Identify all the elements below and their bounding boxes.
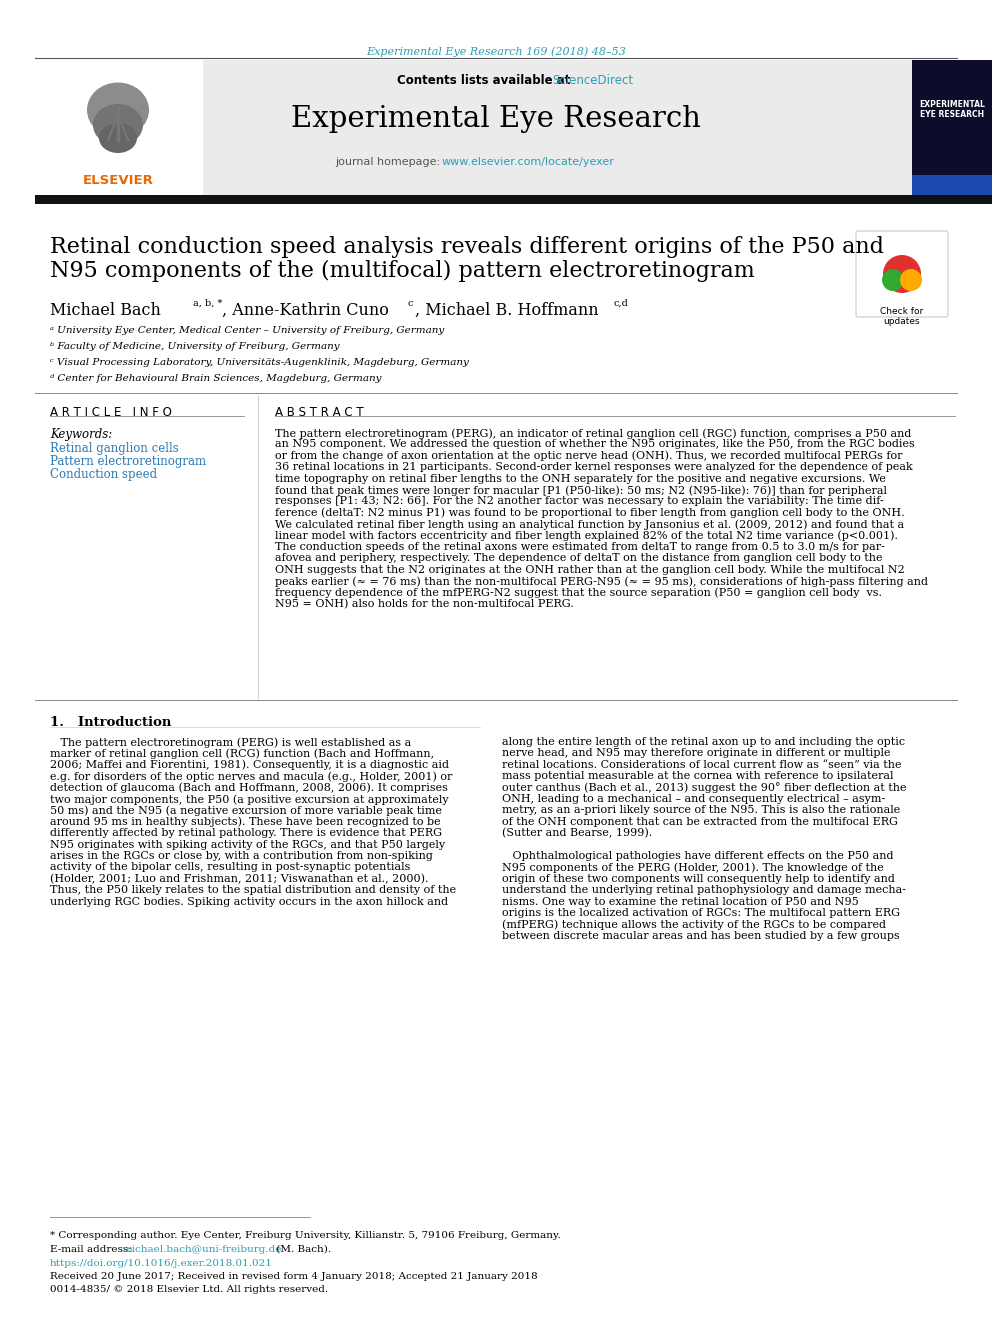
Text: retinal locations. Considerations of local current flow as “seen” via the: retinal locations. Considerations of loc… <box>502 759 902 770</box>
Text: michael.bach@uni-freiburg.de: michael.bach@uni-freiburg.de <box>123 1245 283 1254</box>
Text: https://doi.org/10.1016/j.exer.2018.01.021: https://doi.org/10.1016/j.exer.2018.01.0… <box>50 1259 273 1267</box>
Text: 1.   Introduction: 1. Introduction <box>50 716 172 729</box>
Text: or from the change of axon orientation at the optic nerve head (ONH). Thus, we r: or from the change of axon orientation a… <box>275 451 903 462</box>
Text: a, b, *: a, b, * <box>193 299 222 308</box>
Text: The pattern electroretinogram (PERG), an indicator of retinal ganglion cell (RGC: The pattern electroretinogram (PERG), an… <box>275 429 912 438</box>
Text: (M. Bach).: (M. Bach). <box>273 1245 331 1254</box>
FancyBboxPatch shape <box>856 232 948 318</box>
Text: EXPERIMENTAL
EYE RESEARCH: EXPERIMENTAL EYE RESEARCH <box>919 101 985 119</box>
Text: understand the underlying retinal pathophysiology and damage mecha-: understand the underlying retinal pathop… <box>502 885 906 896</box>
Text: , Michael B. Hoffmann: , Michael B. Hoffmann <box>415 302 598 319</box>
Text: The pattern electroretinogram (PERG) is well established as a: The pattern electroretinogram (PERG) is … <box>50 737 412 747</box>
Text: N95 components of the PERG (Holder, 2001). The knowledge of the: N95 components of the PERG (Holder, 2001… <box>502 863 884 873</box>
Text: underlying RGC bodies. Spiking activity occurs in the axon hillock and: underlying RGC bodies. Spiking activity … <box>50 897 448 906</box>
Text: origin of these two components will consequently help to identify and: origin of these two components will cons… <box>502 873 895 884</box>
Text: responses [P1: 43; N2: 66]. For the N2 another factor was necessary to explain t: responses [P1: 43; N2: 66]. For the N2 a… <box>275 496 884 507</box>
Text: e.g. for disorders of the optic nerves and macula (e.g., Holder, 2001) or: e.g. for disorders of the optic nerves a… <box>50 771 452 782</box>
Text: A B S T R A C T: A B S T R A C T <box>275 406 364 419</box>
Text: an N95 component. We addressed the question of whether the N95 originates, like : an N95 component. We addressed the quest… <box>275 439 915 450</box>
Text: peaks earlier (≈ = 76 ms) than the non-multifocal PERG-N95 (≈ = 95 ms), consider: peaks earlier (≈ = 76 ms) than the non-m… <box>275 577 928 587</box>
Text: Michael Bach: Michael Bach <box>50 302 161 319</box>
Text: www.elsevier.com/locate/yexer: www.elsevier.com/locate/yexer <box>442 157 615 167</box>
Text: activity of the bipolar cells, resulting in post-synaptic potentials: activity of the bipolar cells, resulting… <box>50 863 411 872</box>
Text: E-mail address:: E-mail address: <box>50 1245 135 1254</box>
Text: ScienceDirect: ScienceDirect <box>552 74 633 87</box>
FancyBboxPatch shape <box>35 194 992 204</box>
Text: 2006; Maffei and Fiorentini, 1981). Consequently, it is a diagnostic aid: 2006; Maffei and Fiorentini, 1981). Cons… <box>50 759 449 770</box>
Text: N95 = ONH) also holds for the non-multifocal PERG.: N95 = ONH) also holds for the non-multif… <box>275 599 573 610</box>
Text: ᵇ Faculty of Medicine, University of Freiburg, Germany: ᵇ Faculty of Medicine, University of Fre… <box>50 343 339 351</box>
Text: Experimental Eye Research: Experimental Eye Research <box>291 105 701 134</box>
Text: (Holder, 2001; Luo and Frishman, 2011; Viswanathan et al., 2000).: (Holder, 2001; Luo and Frishman, 2011; V… <box>50 873 429 884</box>
Text: along the entire length of the retinal axon up to and including the optic: along the entire length of the retinal a… <box>502 737 905 747</box>
Text: differently affected by retinal pathology. There is evidence that PERG: differently affected by retinal patholog… <box>50 828 442 839</box>
Text: Ophthalmological pathologies have different effects on the P50 and: Ophthalmological pathologies have differ… <box>502 851 894 861</box>
Text: nisms. One way to examine the retinal location of P50 and N95: nisms. One way to examine the retinal lo… <box>502 897 859 906</box>
Text: A R T I C L E   I N F O: A R T I C L E I N F O <box>50 406 172 419</box>
Text: Retinal conduction speed analysis reveals different origins of the P50 and: Retinal conduction speed analysis reveal… <box>50 235 884 258</box>
Circle shape <box>900 269 922 291</box>
Text: detection of glaucoma (Bach and Hoffmann, 2008, 2006). It comprises: detection of glaucoma (Bach and Hoffmann… <box>50 783 447 794</box>
Text: ELSEVIER: ELSEVIER <box>82 175 154 187</box>
Text: mass potential measurable at the cornea with reference to ipsilateral: mass potential measurable at the cornea … <box>502 771 894 781</box>
Text: Keywords:: Keywords: <box>50 429 112 441</box>
Ellipse shape <box>93 105 143 146</box>
Text: We calculated retinal fiber length using an analytical function by Jansonius et : We calculated retinal fiber length using… <box>275 519 904 529</box>
Text: found that peak times were longer for macular [P1 (P50-like): 50 ms; N2 (N95-lik: found that peak times were longer for ma… <box>275 486 887 496</box>
Text: Contents lists available at: Contents lists available at <box>397 74 574 87</box>
Ellipse shape <box>87 82 149 138</box>
Text: Retinal ganglion cells: Retinal ganglion cells <box>50 442 179 455</box>
Text: , Anne-Kathrin Cuno: , Anne-Kathrin Cuno <box>222 302 389 319</box>
Circle shape <box>883 255 921 292</box>
Text: 36 retinal locations in 21 participants. Second-order kernel responses were anal: 36 retinal locations in 21 participants.… <box>275 462 913 472</box>
Text: nerve head, and N95 may therefore originate in different or multiple: nerve head, and N95 may therefore origin… <box>502 749 891 758</box>
Text: c,d: c,d <box>613 299 628 308</box>
Text: outer canthus (Bach et al., 2013) suggest the 90° fiber deflection at the: outer canthus (Bach et al., 2013) sugges… <box>502 783 907 794</box>
Text: Check for
updates: Check for updates <box>880 307 924 327</box>
Text: around 95 ms in healthy subjects). These have been recognized to be: around 95 ms in healthy subjects). These… <box>50 816 440 827</box>
Text: The conduction speeds of the retinal axons were estimated from deltaT to range f: The conduction speeds of the retinal axo… <box>275 542 885 552</box>
FancyBboxPatch shape <box>912 60 992 197</box>
Text: 50 ms) and the N95 (a negative excursion of more variable peak time: 50 ms) and the N95 (a negative excursion… <box>50 806 442 816</box>
Text: afovea and periphery, respectively. The dependence of deltaT on the distance fro: afovea and periphery, respectively. The … <box>275 553 883 564</box>
Text: frequency dependence of the mfPERG-N2 suggest that the source separation (P50 = : frequency dependence of the mfPERG-N2 su… <box>275 587 882 598</box>
FancyBboxPatch shape <box>35 60 912 197</box>
Text: ᵈ Center for Behavioural Brain Sciences, Magdeburg, Germany: ᵈ Center for Behavioural Brain Sciences,… <box>50 374 382 382</box>
Text: marker of retinal ganglion cell (RCG) function (Bach and Hoffmann,: marker of retinal ganglion cell (RCG) fu… <box>50 749 434 759</box>
Text: (Sutter and Bearse, 1999).: (Sutter and Bearse, 1999). <box>502 828 653 839</box>
Text: arises in the RGCs or close by, with a contribution from non-spiking: arises in the RGCs or close by, with a c… <box>50 851 433 861</box>
Text: Thus, the P50 likely relates to the spatial distribution and density of the: Thus, the P50 likely relates to the spat… <box>50 885 456 896</box>
Text: * Corresponding author. Eye Center, Freiburg University, Killianstr. 5, 79106 Fr: * Corresponding author. Eye Center, Frei… <box>50 1230 560 1240</box>
Text: time topography on retinal fiber lengths to the ONH separately for the positive : time topography on retinal fiber lengths… <box>275 474 886 484</box>
Text: ᶜ Visual Processing Laboratory, Universitäts-Augenklinik, Magdeburg, Germany: ᶜ Visual Processing Laboratory, Universi… <box>50 359 469 366</box>
Text: ONH suggests that the N2 originates at the ONH rather than at the ganglion cell : ONH suggests that the N2 originates at t… <box>275 565 905 574</box>
Text: N95 originates with spiking activity of the RGCs, and that P50 largely: N95 originates with spiking activity of … <box>50 840 445 849</box>
Text: c: c <box>407 299 413 308</box>
Text: Pattern electroretinogram: Pattern electroretinogram <box>50 455 206 468</box>
Text: journal homepage:: journal homepage: <box>335 157 443 167</box>
Text: metry, as an a-priori likely source of the N95. This is also the rationale: metry, as an a-priori likely source of t… <box>502 806 901 815</box>
Text: Experimental Eye Research 169 (2018) 48–53: Experimental Eye Research 169 (2018) 48–… <box>366 46 626 57</box>
Text: (mfPERG) technique allows the activity of the RGCs to be compared: (mfPERG) technique allows the activity o… <box>502 919 886 930</box>
Text: two major components, the P50 (a positive excursion at approximately: two major components, the P50 (a positiv… <box>50 794 448 804</box>
Text: Conduction speed: Conduction speed <box>50 468 157 482</box>
Circle shape <box>882 269 904 291</box>
Text: N95 components of the (multifocal) pattern electroretinogram: N95 components of the (multifocal) patte… <box>50 261 755 282</box>
FancyBboxPatch shape <box>912 175 992 197</box>
Text: ference (deltaT: N2 minus P1) was found to be proportional to fiber length from : ference (deltaT: N2 minus P1) was found … <box>275 508 905 519</box>
FancyBboxPatch shape <box>35 60 203 197</box>
Text: 0014-4835/ © 2018 Elsevier Ltd. All rights reserved.: 0014-4835/ © 2018 Elsevier Ltd. All righ… <box>50 1285 328 1294</box>
Text: Received 20 June 2017; Received in revised form 4 January 2018; Accepted 21 Janu: Received 20 June 2017; Received in revis… <box>50 1271 538 1281</box>
Text: ONH, leading to a mechanical – and consequently electrical – asym-: ONH, leading to a mechanical – and conse… <box>502 794 885 804</box>
Text: between discrete macular areas and has been studied by a few groups: between discrete macular areas and has b… <box>502 931 900 941</box>
Text: ᵃ University Eye Center, Medical Center – University of Freiburg, Germany: ᵃ University Eye Center, Medical Center … <box>50 325 444 335</box>
Text: origins is the localized activation of RGCs: The multifocal pattern ERG: origins is the localized activation of R… <box>502 908 900 918</box>
Ellipse shape <box>99 123 137 153</box>
Text: linear model with factors eccentricity and fiber length explained 82% of the tot: linear model with factors eccentricity a… <box>275 531 898 541</box>
Text: of the ONH component that can be extracted from the multifocal ERG: of the ONH component that can be extract… <box>502 816 898 827</box>
